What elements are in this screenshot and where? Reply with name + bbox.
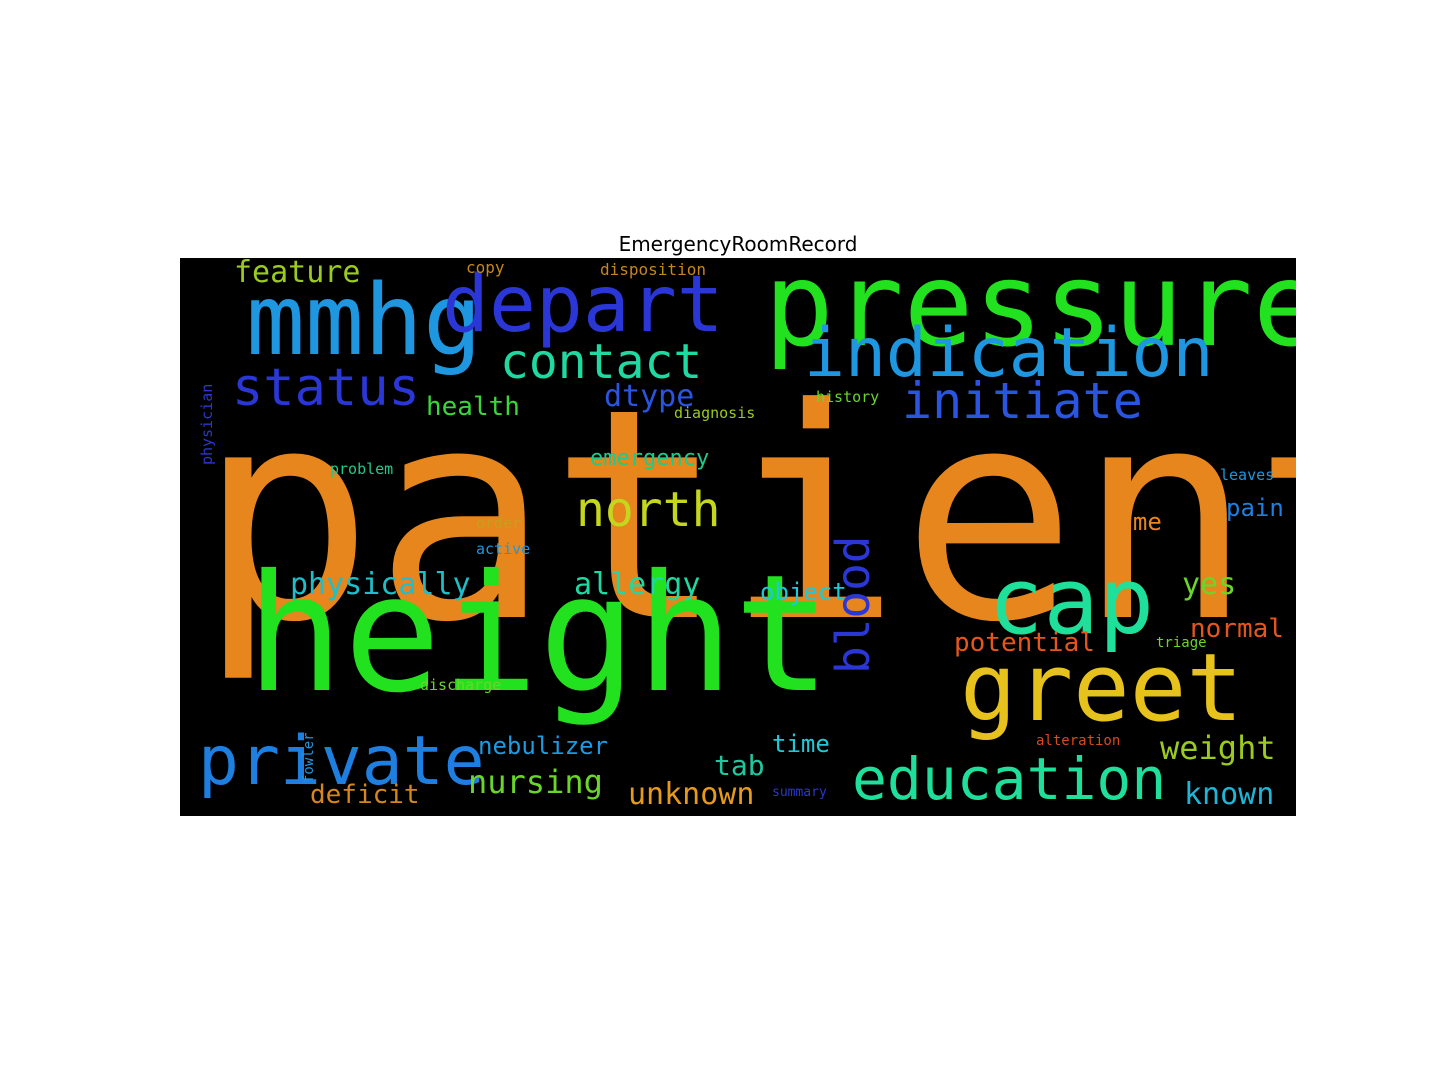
chart-title: EmergencyRoomRecord <box>618 232 858 256</box>
word-physician: physician <box>198 384 216 466</box>
word-object: object <box>760 578 847 606</box>
word-patient: patient <box>198 346 1296 686</box>
word-tab: tab <box>714 749 765 782</box>
word-summary: summary <box>772 785 827 800</box>
word-leaves: leaves <box>1220 466 1275 484</box>
word-deficit: deficit <box>310 780 420 810</box>
word-mmhg: mmhg <box>246 264 483 378</box>
word-copy: copy <box>466 258 505 277</box>
word-active: active <box>476 540 531 558</box>
word-weight: weight <box>1160 729 1276 767</box>
word-health: health <box>426 392 520 422</box>
word-feature: feature <box>234 258 361 290</box>
word-physically: physically <box>290 567 471 602</box>
word-indication: indication <box>804 314 1214 393</box>
word-discharge: discharge <box>420 676 502 694</box>
word-dtype: dtype <box>604 379 695 414</box>
word-unknown: unknown <box>628 777 755 812</box>
word-cap: cap <box>988 548 1155 655</box>
word-education: education <box>852 745 1167 813</box>
word-alteration: alteration <box>1036 733 1121 749</box>
word-yes: yes <box>1182 567 1237 602</box>
word-nursing: nursing <box>468 763 603 801</box>
word-nebulizer: nebulizer <box>478 732 609 760</box>
word-height: height <box>246 541 832 729</box>
word-diagnosis: diagnosis <box>674 404 756 422</box>
word-allergy: allergy <box>574 567 701 602</box>
word-normal: normal <box>1190 614 1284 644</box>
word-contact: contact <box>500 334 703 390</box>
word-status: status <box>232 358 420 418</box>
word-problem: problem <box>330 460 394 478</box>
word-private: private <box>198 722 485 801</box>
word-history: history <box>816 388 880 406</box>
word-initiate: initiate <box>902 372 1143 430</box>
word-name: Name <box>1104 508 1162 536</box>
word-time: time <box>772 730 830 758</box>
word-pressure: pressure <box>764 258 1296 373</box>
word-disposition: disposition <box>600 260 706 279</box>
word-potential: potential <box>954 628 1095 658</box>
word-pain: pain <box>1226 494 1284 522</box>
word-triage: triage <box>1156 635 1207 651</box>
word-depart: depart <box>442 260 724 350</box>
word-greet: greet <box>960 634 1243 743</box>
word-north: north <box>576 482 721 538</box>
word-emergency: emergency <box>590 446 710 471</box>
word-tablet: tablet <box>1291 450 1296 566</box>
word-known: known <box>1184 777 1275 812</box>
word-fowler: fowler <box>301 732 317 783</box>
word-order: order <box>476 514 522 532</box>
